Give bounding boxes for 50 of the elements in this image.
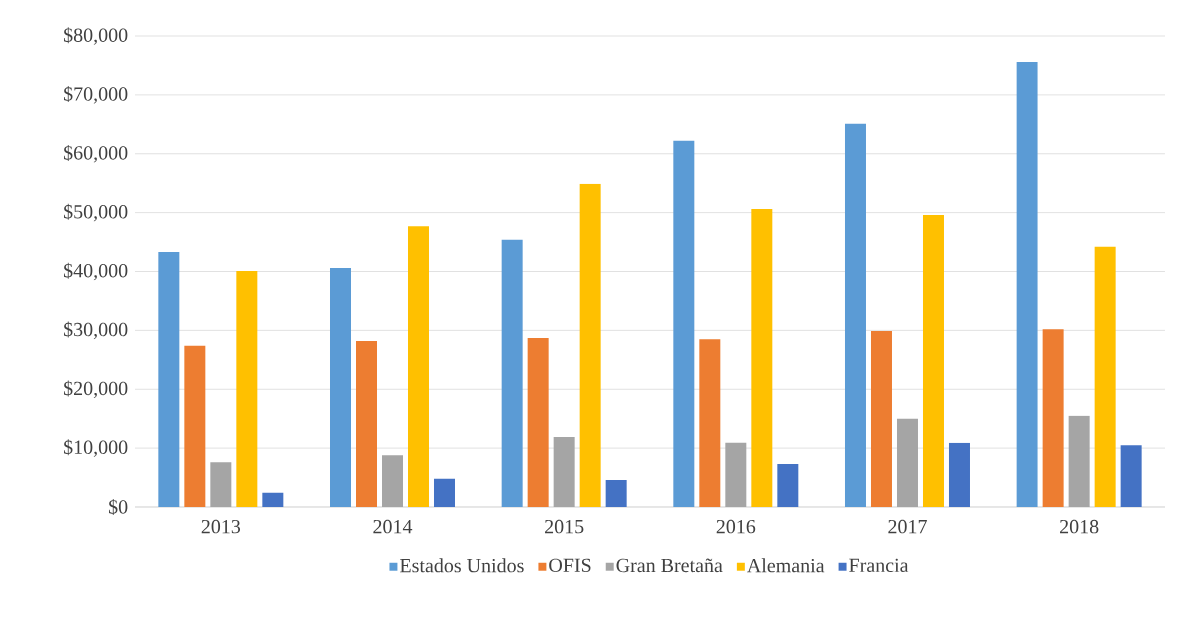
bar (434, 478, 455, 507)
y-tick-label: $30,000 (64, 321, 128, 340)
x-tick-label: 2015 (545, 519, 584, 534)
legend-label: Francia (849, 558, 909, 573)
y-tick-label: $50,000 (64, 203, 128, 222)
y-tick-label: $10,000 (64, 439, 128, 457)
bar (948, 442, 970, 507)
bar (184, 345, 206, 507)
bar (605, 479, 627, 507)
y-tick-label: $0 (109, 499, 128, 515)
x-tick-label: 2013 (201, 519, 241, 534)
y-tick-label: $20,000 (64, 380, 128, 399)
x-tick-label: 2018 (1060, 519, 1099, 534)
bar (751, 209, 773, 507)
bar (1120, 445, 1142, 507)
bar (408, 226, 429, 507)
legend-label: Gran Bretaña (616, 558, 723, 573)
bar (356, 340, 377, 507)
x-tick-label: 2016 (716, 519, 756, 534)
bar (699, 339, 721, 507)
legend-label: Alemania (747, 558, 825, 573)
y-tick-label: $80,000 (64, 27, 128, 45)
bar (553, 436, 575, 507)
bar (501, 239, 523, 507)
bar (777, 464, 799, 507)
y-tick-label: $40,000 (64, 262, 128, 281)
y-tick-label: $60,000 (64, 144, 128, 163)
bar (236, 270, 258, 507)
bar (210, 462, 232, 507)
bar (1068, 415, 1090, 507)
bar (922, 214, 944, 507)
bar (1016, 61, 1038, 507)
bar (527, 338, 549, 507)
bar (158, 252, 180, 507)
bar (262, 492, 284, 507)
bar (579, 183, 601, 507)
bar (382, 455, 403, 507)
bar (725, 442, 747, 507)
legend-label: Estados Unidos (400, 558, 524, 573)
bar (1042, 329, 1064, 507)
bar (844, 123, 866, 507)
bar (1094, 246, 1116, 507)
bar (330, 267, 351, 507)
bar (896, 418, 918, 507)
x-tick-label: 2014 (373, 519, 413, 534)
legend-label: OFIS (549, 558, 591, 573)
bar (673, 140, 695, 507)
bar (870, 330, 892, 507)
x-tick-label: 2017 (888, 519, 927, 534)
y-tick-label: $70,000 (64, 86, 128, 104)
